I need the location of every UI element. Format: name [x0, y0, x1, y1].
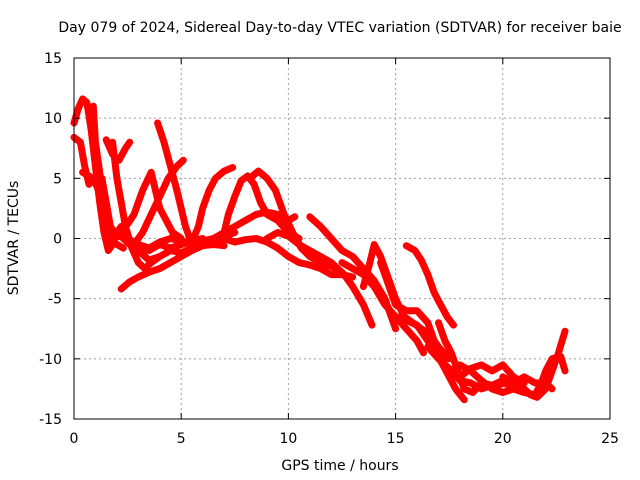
- series-arc16: [263, 229, 376, 329]
- series-arc6: [109, 138, 164, 273]
- y-tick-label: 10: [44, 111, 62, 127]
- series-markers: [188, 165, 233, 246]
- series-arc27: [499, 373, 556, 393]
- axis-ticks: 0 5 10 15 20 25 -15 -10 -5 0 5 10 15: [39, 51, 619, 447]
- x-axis-label: GPS time / hours: [281, 458, 398, 474]
- y-tick-label: 0: [53, 232, 62, 248]
- series-markers: [131, 160, 184, 248]
- x-tick-label: 20: [494, 431, 512, 447]
- series-markers: [79, 169, 124, 250]
- series-markers: [118, 241, 224, 292]
- x-tick-label: 0: [70, 431, 79, 447]
- series-markers: [210, 235, 353, 280]
- y-tick-label: -10: [39, 352, 62, 368]
- series-markers: [403, 242, 455, 326]
- y-tick-label: -15: [39, 412, 62, 428]
- series-markers: [499, 373, 552, 389]
- y-tick-label: -5: [48, 292, 62, 308]
- series-markers: [109, 139, 160, 272]
- x-tick-label: 25: [601, 431, 619, 447]
- series-line: [263, 229, 376, 329]
- series-arc24: [435, 319, 496, 396]
- chart-title: Day 079 of 2024, Sidereal Day-to-day VTE…: [58, 20, 621, 36]
- y-tick-label: 5: [53, 171, 62, 187]
- series-arc11: [188, 164, 237, 246]
- series-arc10: [130, 156, 187, 248]
- x-tick-label: 15: [387, 431, 405, 447]
- series-arc5: [79, 168, 127, 252]
- series-markers: [264, 229, 374, 326]
- grid-lines: [74, 58, 610, 419]
- series-arc20: [402, 242, 457, 329]
- y-tick-label: 15: [44, 51, 62, 67]
- series-markers: [154, 120, 203, 248]
- series-markers: [435, 319, 492, 396]
- y-axis-label: SDTVAR / TECUs: [6, 181, 22, 296]
- series-arc15: [209, 235, 357, 281]
- x-tick-label: 5: [177, 431, 186, 447]
- data-series: [70, 95, 569, 404]
- x-tick-label: 10: [279, 431, 297, 447]
